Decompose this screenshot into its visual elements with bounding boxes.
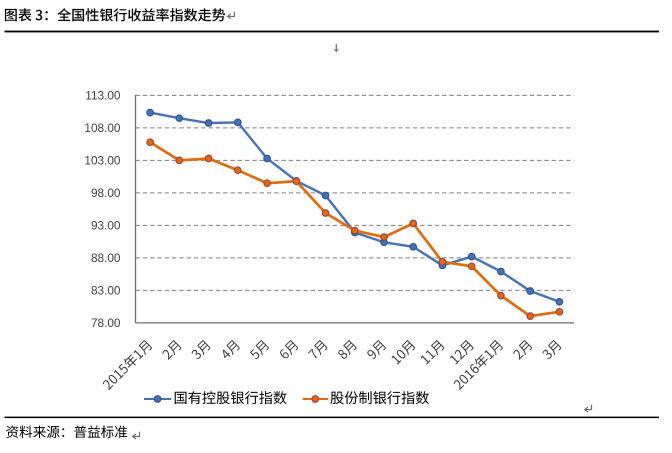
svg-text:98.00: 98.00 [91, 186, 121, 200]
svg-text:93.00: 93.00 [91, 218, 121, 232]
svg-text:108.00: 108.00 [84, 121, 121, 135]
svg-text:83.00: 83.00 [91, 283, 121, 297]
svg-text:78.00: 78.00 [91, 316, 121, 330]
svg-text:103.00: 103.00 [84, 153, 121, 167]
svg-text:113.00: 113.00 [85, 88, 121, 102]
svg-text:88.00: 88.00 [91, 251, 121, 265]
